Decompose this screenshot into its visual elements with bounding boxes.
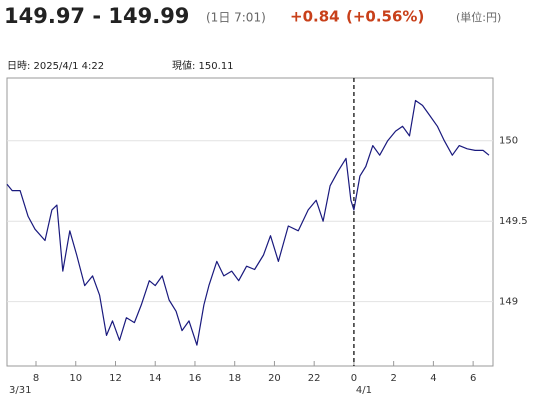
day-label: 4/1 — [356, 385, 372, 396]
x-tick-label: 14 — [149, 373, 162, 384]
change: +0.84 — [290, 8, 340, 26]
update-time: (1日 7:01) — [206, 11, 266, 25]
x-tick-label: 8 — [33, 373, 39, 384]
y-tick-label: 150 — [499, 136, 518, 147]
x-tick-label: 10 — [69, 373, 82, 384]
x-tick-label: 20 — [268, 373, 281, 384]
x-tick-label: 12 — [109, 373, 122, 384]
price-range: 149.97 - 149.99 — [4, 4, 189, 28]
unit: (単位:円) — [456, 10, 501, 24]
x-tick-label: 16 — [189, 373, 202, 384]
x-tick-label: 22 — [308, 373, 321, 384]
change-pct: (+0.56%) — [346, 8, 424, 26]
plot-frame — [6, 77, 494, 367]
datetime: 日時: 2025/4/1 4:22 — [7, 60, 104, 72]
x-tick-label: 6 — [470, 373, 476, 384]
x-tick-label: 2 — [390, 373, 396, 384]
x-tick-label: 0 — [351, 373, 357, 384]
x-tick-label: 4 — [430, 373, 436, 384]
price-line — [6, 99, 490, 346]
y-tick-label: 149.5 — [499, 216, 528, 227]
y-tick-label: 149 — [499, 297, 518, 308]
current-price: 現値: 150.11 — [172, 59, 234, 72]
x-tick-label: 18 — [228, 373, 241, 384]
day-label: 3/31 — [9, 385, 31, 396]
